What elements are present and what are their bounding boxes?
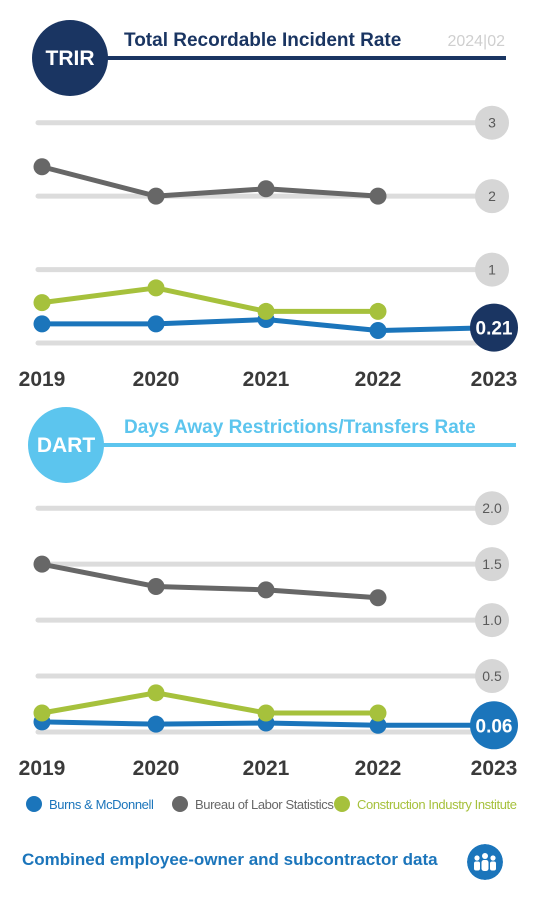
data-point-bls [369, 589, 387, 607]
x-tick-label: 2022 [355, 757, 402, 780]
x-tick-label: 2021 [243, 368, 290, 391]
x-tick-label: 2023 [471, 368, 518, 391]
data-point-bls [257, 180, 275, 198]
legend-swatch-burns [26, 796, 42, 812]
trir-title: Total Recordable Incident Rate [124, 30, 401, 51]
y-tick-label: 2.0 [482, 500, 502, 516]
data-point-burns [369, 322, 387, 340]
y-tick-bubble [475, 252, 509, 287]
x-tick-label: 2022 [355, 368, 402, 391]
footer-text: Combined employee-owner and subcontracto… [22, 850, 438, 869]
trir-chart: 3 2 1 0.21 2019 2020 2021 2022 2023 [19, 105, 518, 391]
trir-badge-label: TRIR [46, 47, 95, 70]
data-point-cii [369, 302, 387, 320]
data-point-cii [257, 704, 275, 722]
data-point-bls [147, 187, 165, 205]
legend-label-cii: Construction Industry Institute [357, 796, 517, 812]
chart-legend: Burns & McDonnell Bureau of Labor Statis… [26, 796, 546, 818]
data-point-burns [369, 716, 387, 734]
dart-title: Days Away Restrictions/Transfers Rate [124, 417, 476, 438]
data-point-bls [257, 581, 275, 599]
y-tick-bubble [475, 105, 509, 140]
people-group-icon [467, 844, 503, 880]
y-tick-bubble [475, 659, 509, 694]
y-tick-label: 1.0 [482, 612, 502, 628]
x-tick-label: 2023 [471, 757, 518, 780]
legend-item-bls: Bureau of Labor Statistics [172, 796, 334, 812]
highlight-bubble [470, 303, 518, 352]
footer-note: Combined employee-owner and subcontracto… [22, 844, 532, 880]
series-line-cii [39, 285, 381, 314]
y-tick-label: 3 [488, 115, 496, 131]
highlight-value-label: 0.21 [476, 319, 513, 340]
legend-item-cii: Construction Industry Institute [334, 796, 517, 812]
data-point-burns [147, 315, 165, 333]
data-point-bls [33, 555, 51, 573]
data-point-cii [257, 302, 275, 320]
x-tick-label: 2019 [19, 368, 66, 391]
trir-header: TRIR Total Recordable Incident Rate 2024… [32, 20, 506, 96]
legend-label-burns: Burns & McDonnell [49, 796, 154, 812]
x-tick-label: 2019 [19, 757, 66, 780]
legend-item-burns: Burns & McDonnell [26, 796, 154, 812]
data-point-burns [33, 315, 51, 333]
data-point-cii [147, 279, 165, 297]
dart-badge [28, 407, 104, 483]
x-tick-label: 2020 [133, 757, 180, 780]
data-point-bls [369, 187, 387, 205]
y-tick-bubble [475, 547, 509, 582]
data-point-bls [147, 578, 165, 596]
x-tick-label: 2020 [133, 368, 180, 391]
data-point-cii [147, 684, 165, 702]
data-point-cii [33, 294, 51, 312]
data-point-cii [369, 704, 387, 722]
y-tick-label: 2 [488, 188, 496, 204]
y-tick-label: 1 [488, 262, 496, 278]
data-point-cii [33, 704, 51, 722]
highlight-bubble [470, 701, 518, 750]
series-line-cii [39, 690, 381, 716]
trir-badge [32, 20, 108, 96]
y-tick-bubble [475, 603, 509, 638]
y-tick-label: 1.5 [482, 556, 502, 572]
dart-header: DART Days Away Restrictions/Transfers Ra… [28, 407, 516, 483]
data-point-bls [33, 158, 51, 176]
data-point-burns [147, 715, 165, 733]
series-line-bls [39, 164, 381, 199]
legend-swatch-cii [334, 796, 350, 812]
legend-swatch-bls [172, 796, 188, 812]
legend-label-bls: Bureau of Labor Statistics [195, 796, 334, 812]
highlight-value-label: 0.06 [476, 716, 513, 737]
series-line-bls [39, 561, 381, 601]
issue-number: 2024|02 [447, 33, 505, 50]
dart-chart: 2.0 1.5 1.0 0.5 0.06 2019 2020 2021 2022 2023 [19, 491, 518, 780]
y-tick-bubble [475, 179, 509, 214]
y-tick-label: 0.5 [482, 668, 502, 684]
x-tick-label: 2021 [243, 757, 290, 780]
y-tick-bubble [475, 491, 509, 526]
dart-badge-label: DART [37, 434, 95, 457]
